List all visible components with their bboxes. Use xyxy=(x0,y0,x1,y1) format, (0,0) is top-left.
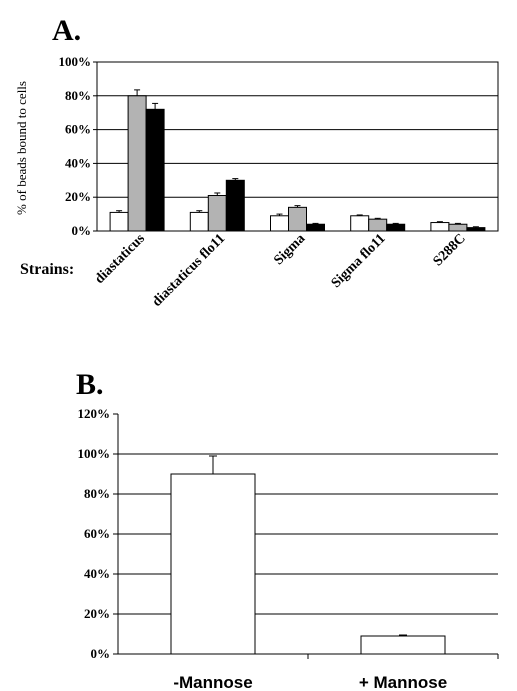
panel-a-bar xyxy=(448,223,468,232)
panel-a-bar xyxy=(466,227,486,232)
panel-b-y-tick-label: 40% xyxy=(84,566,110,581)
panel-b-y-tick-label: 0% xyxy=(91,646,111,661)
panel-b-bar xyxy=(170,473,256,655)
panel-a-y-tick-label: 80% xyxy=(65,88,91,103)
panel-a-chart: 0% 20% 40% 60% 80% 100% diastaticus diastaticus… xyxy=(59,54,499,310)
panel-a-bar xyxy=(270,215,289,232)
panel-a-bar xyxy=(430,222,450,232)
panel-a-y-axis-label: % of beads bound to cells xyxy=(14,81,29,215)
panel-a-category-label: Sigma flo11 xyxy=(329,231,389,291)
panel-b-y-tick-label: 120% xyxy=(78,406,111,421)
panel-b-y-tick-label: 100% xyxy=(78,446,111,461)
panel-a-bar xyxy=(386,223,406,232)
panel-a-category-label: diastaticus xyxy=(92,231,148,287)
panel-a-y-tick-label: 0% xyxy=(72,223,92,238)
panel-a-y-tick-label: 40% xyxy=(65,155,91,170)
panel-b-y-tick-label: 80% xyxy=(84,486,110,501)
panel-b-label: B. xyxy=(76,368,104,401)
panel-a-category-label: Sigma xyxy=(271,231,308,268)
panel-a-bar xyxy=(225,179,245,232)
panel-a-bar xyxy=(109,211,129,232)
panel-a-bar xyxy=(306,223,325,232)
panel-a-y-tick-label: 60% xyxy=(65,122,91,137)
panel-a-category-label: diastaticus flo11 xyxy=(150,231,229,310)
panel-a-bar xyxy=(288,206,307,232)
panel-a-bar xyxy=(189,211,209,232)
panel-a-bar xyxy=(368,218,388,232)
panel-a-bar xyxy=(145,108,165,232)
panel-a-category-label: S288C xyxy=(431,231,469,269)
panel-b-y-tick-label: 20% xyxy=(84,606,110,621)
panel-b-y-tick-label: 60% xyxy=(84,526,110,541)
panel-a-y-tick-label: 20% xyxy=(65,189,91,204)
panel-b-bar xyxy=(360,635,446,655)
panel-b-category-label: -Mannose xyxy=(173,673,252,691)
panel-a-bar xyxy=(127,95,147,232)
panel-b-chart: 0% 20% 40% 60% 80% 100% 120% -Mannose + Mannose xyxy=(78,406,499,691)
panel-a-x-axis-label: Strains: xyxy=(20,261,74,278)
panel-a-bar xyxy=(207,195,227,232)
panel-a-bar xyxy=(350,215,370,232)
panel-b-category-label: + Mannose xyxy=(359,673,447,691)
panel-a-label: A. xyxy=(52,14,81,47)
panel-a-y-tick-label: 100% xyxy=(59,54,92,69)
